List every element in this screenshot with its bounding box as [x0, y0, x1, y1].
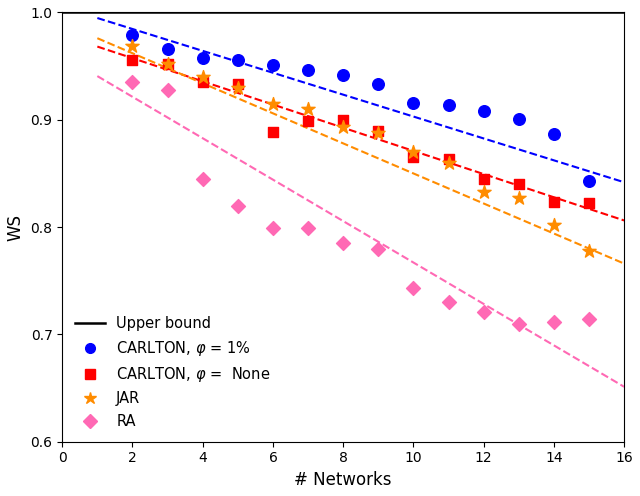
- Y-axis label: WS: WS: [7, 214, 25, 241]
- Point: [479, 175, 489, 183]
- Point: [373, 128, 383, 136]
- Point: [408, 148, 419, 156]
- Point: [303, 105, 313, 113]
- Point: [373, 245, 383, 252]
- Point: [268, 61, 278, 69]
- Point: [444, 156, 454, 164]
- Point: [127, 31, 138, 39]
- Point: [514, 180, 524, 188]
- Point: [198, 175, 208, 183]
- Point: [233, 56, 243, 63]
- Point: [514, 194, 524, 202]
- Point: [303, 224, 313, 232]
- Legend: Upper bound, CARLTON, $\varphi$ = 1%, CARLTON, $\varphi$ =  None, JAR, RA: Upper bound, CARLTON, $\varphi$ = 1%, CA…: [70, 310, 276, 434]
- Point: [408, 153, 419, 161]
- Point: [198, 54, 208, 62]
- Point: [514, 115, 524, 123]
- Point: [373, 126, 383, 134]
- Point: [338, 124, 348, 131]
- Point: [479, 107, 489, 115]
- Point: [303, 66, 313, 74]
- Point: [268, 127, 278, 135]
- Point: [163, 86, 173, 94]
- Point: [584, 247, 594, 254]
- Point: [233, 80, 243, 88]
- Point: [163, 45, 173, 53]
- Point: [408, 99, 419, 107]
- Point: [233, 202, 243, 210]
- Point: [408, 284, 419, 292]
- Point: [549, 317, 559, 325]
- Point: [584, 315, 594, 323]
- Point: [268, 224, 278, 232]
- Point: [163, 60, 173, 68]
- Point: [514, 320, 524, 328]
- Point: [198, 78, 208, 86]
- Point: [338, 71, 348, 79]
- Point: [127, 42, 138, 50]
- Point: [549, 198, 559, 206]
- Point: [373, 80, 383, 88]
- Point: [127, 78, 138, 86]
- Point: [233, 84, 243, 92]
- Point: [338, 116, 348, 124]
- Point: [549, 130, 559, 138]
- Point: [163, 60, 173, 68]
- Point: [303, 117, 313, 125]
- Point: [444, 298, 454, 306]
- Point: [584, 199, 594, 207]
- Point: [127, 56, 138, 63]
- X-axis label: # Networks: # Networks: [294, 471, 392, 489]
- Point: [338, 239, 348, 247]
- Point: [268, 100, 278, 108]
- Point: [549, 221, 559, 229]
- Point: [479, 308, 489, 316]
- Point: [444, 159, 454, 167]
- Point: [479, 187, 489, 195]
- Point: [198, 73, 208, 81]
- Point: [584, 177, 594, 185]
- Point: [444, 101, 454, 109]
